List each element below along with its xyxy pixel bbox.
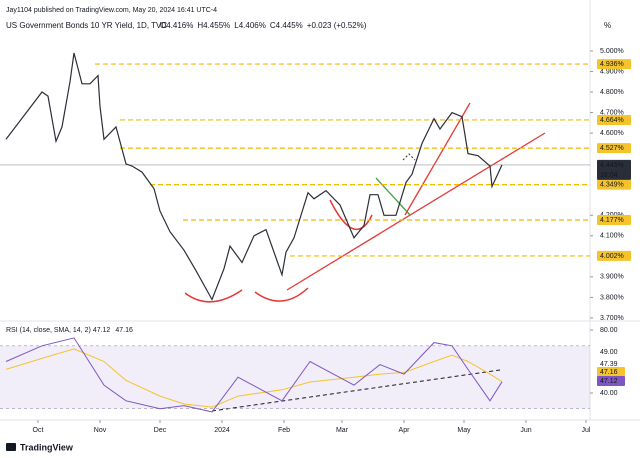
ohlc-value: +0.023 (+0.52%) (307, 21, 367, 30)
level-label-box (597, 59, 631, 70)
x-tick-label: Dec (154, 427, 167, 434)
rsi-right-label: 47.39 (600, 361, 618, 368)
rsi-line (5, 337, 503, 413)
rsi-right-label: 47.12 (600, 378, 618, 385)
level-label: 4.664% (600, 117, 624, 124)
rsi-legend-value: 47.12 (93, 327, 111, 334)
logo-icon (6, 443, 16, 451)
rsi-value-box (597, 367, 625, 377)
y-tick-label: 4.700% (600, 109, 624, 116)
arc (329, 199, 373, 231)
y-tick-label: 5.000% (600, 48, 624, 55)
y-tick-label: 3.900% (600, 274, 624, 281)
ohlc-value: L4.406% (234, 21, 266, 30)
ohlc-value: O4.416% (160, 21, 193, 30)
arrow (402, 153, 416, 161)
rsi-legend-value: 47.16 (115, 327, 133, 334)
x-tick-label: Nov (94, 427, 107, 434)
y-tick-label: 3.800% (600, 294, 624, 301)
annotations (184, 102, 546, 412)
ohlc-value: H4.455% (197, 21, 230, 30)
level-label-box (597, 179, 631, 190)
trend-line (404, 102, 471, 216)
y-tick-label: 4.600% (600, 130, 624, 137)
trend-line (375, 177, 411, 216)
unit-label: % (604, 21, 611, 30)
y-tick-label: 3.700% (600, 315, 624, 322)
level-label-box (597, 214, 631, 225)
x-tick-label: Feb (278, 427, 290, 434)
level-label: 4.177% (600, 217, 624, 224)
rsi-y-tick-label: 80.00 (600, 327, 618, 334)
level-label-box (597, 143, 631, 154)
x-tick-label: 2024 (214, 427, 230, 434)
x-tick-label: Jul (582, 427, 591, 434)
y-tick-label: 4.900% (600, 68, 624, 75)
rsi-right-label: 47.16 (600, 369, 618, 376)
countdown-label: 18:04 (600, 172, 618, 179)
arc (184, 289, 243, 303)
level-label: 4.936% (600, 61, 624, 68)
trend-line (286, 132, 546, 291)
tradingview-logo: TradingView (6, 442, 74, 452)
level-label: 4.002% (600, 253, 624, 260)
level-label-box (597, 250, 631, 261)
rsi-sma-line (5, 348, 503, 408)
arc (254, 287, 309, 302)
publish-header: Jay1104 published on TradingView.com, Ma… (6, 7, 217, 14)
rsi-y-tick-label: 40.00 (600, 390, 618, 397)
last-price-label: 4.445% (600, 162, 624, 169)
rsi-value-box (597, 376, 625, 386)
level-label-box (597, 114, 631, 125)
level-label: 4.527% (600, 145, 624, 152)
rsi-title: RSI (14, close, SMA, 14, 2) (6, 327, 91, 334)
logo-text: TradingView (20, 442, 74, 452)
x-tick-label: Jun (520, 427, 531, 434)
level-label: 4.349% (600, 181, 624, 188)
last-price-box (597, 159, 631, 180)
price-line (5, 52, 503, 301)
x-tick-label: Oct (33, 427, 44, 434)
y-tick-label: 4.800% (600, 89, 624, 96)
y-tick-label: 4.100% (600, 233, 624, 240)
ohlc-value: C4.445% (270, 21, 303, 30)
chart-title: US Government Bonds 10 YR Yield, 1D, TVC (6, 21, 167, 30)
x-tick-label: Apr (399, 427, 411, 434)
rsi-right-label: 49.00 (600, 349, 618, 356)
x-tick-label: Mar (336, 427, 349, 434)
x-tick-label: May (457, 427, 471, 434)
